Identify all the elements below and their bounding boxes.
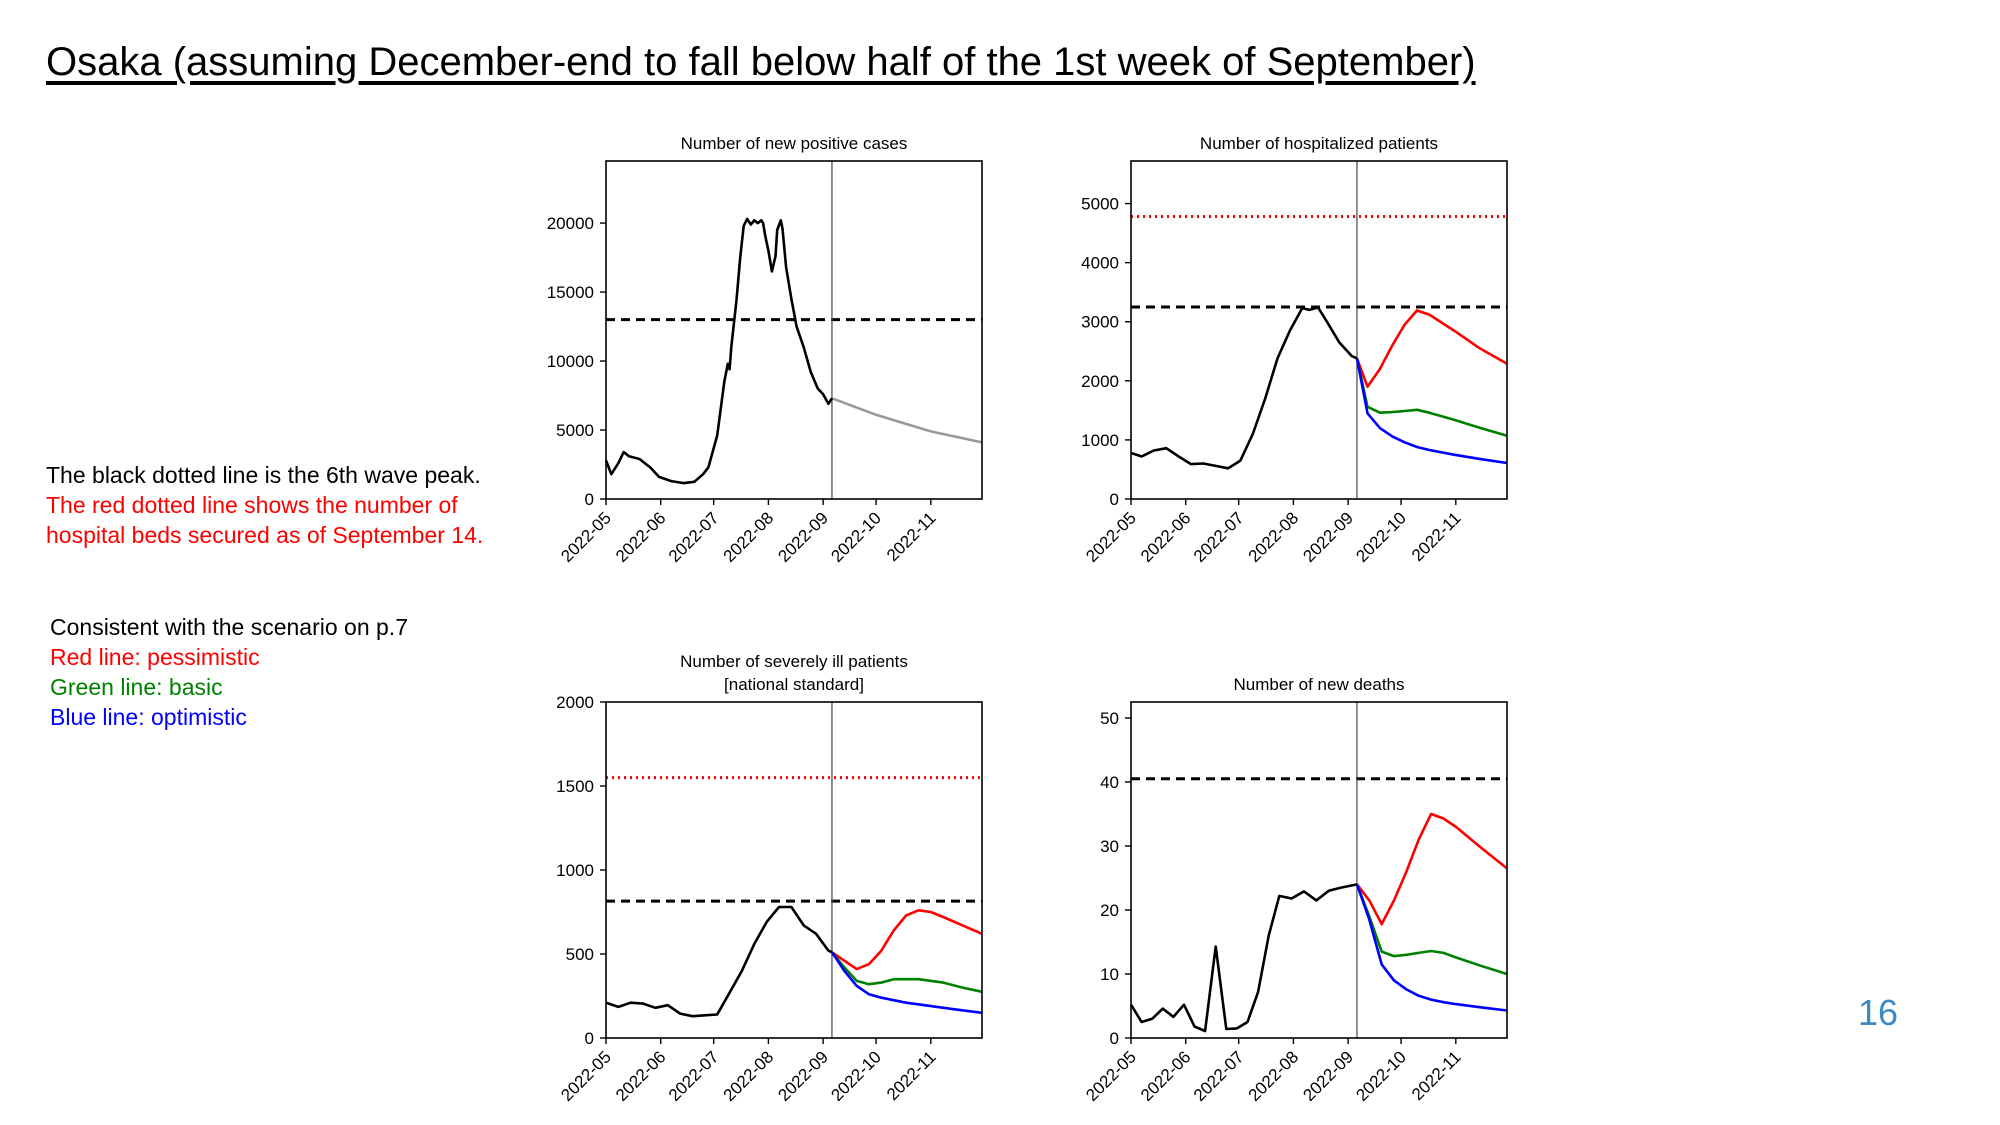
y-tick-label: 50 bbox=[1100, 709, 1119, 728]
chart-title: Number of new deaths bbox=[1233, 675, 1404, 694]
y-tick-label: 0 bbox=[585, 1029, 594, 1048]
optimistic-line bbox=[830, 951, 983, 1015]
plot-frame bbox=[1130, 701, 1508, 1039]
y-tick-label: 1500 bbox=[556, 777, 594, 796]
y-tick-label: 0 bbox=[1110, 1029, 1119, 1048]
y-tick-label: 20000 bbox=[547, 214, 594, 233]
y-tick-label: 2000 bbox=[556, 693, 594, 712]
x-tick-label: 2022-06 bbox=[612, 508, 670, 566]
plot-frame bbox=[605, 160, 983, 500]
y-tick-label: 10 bbox=[1100, 965, 1119, 984]
x-tick-label: 2022-07 bbox=[1190, 1047, 1248, 1105]
actual-line bbox=[1129, 883, 1358, 1033]
x-tick-label: 2022-07 bbox=[665, 1047, 723, 1105]
plot-frame bbox=[1130, 160, 1508, 500]
optimistic-line bbox=[1355, 358, 1508, 465]
chart-title-line: Number of severely ill patients bbox=[680, 652, 908, 671]
x-tick-label: 2022-10 bbox=[827, 1047, 885, 1105]
projection-line bbox=[831, 397, 983, 444]
x-tick-label: 2022-08 bbox=[1245, 508, 1303, 566]
note-line: The red dotted line shows the number of bbox=[46, 492, 458, 518]
y-tick-label: 30 bbox=[1100, 837, 1119, 856]
x-tick-label: 2022-08 bbox=[720, 1047, 778, 1105]
x-tick-label: 2022-05 bbox=[557, 1047, 615, 1105]
plot-frame bbox=[605, 701, 983, 1039]
y-tick-label: 40 bbox=[1100, 773, 1119, 792]
y-tick-label: 1000 bbox=[1081, 431, 1119, 450]
x-tick-label: 2022-08 bbox=[720, 508, 778, 566]
page-number: 16 bbox=[1858, 992, 1899, 1033]
x-tick-label: 2022-06 bbox=[612, 1047, 670, 1105]
x-tick-label: 2022-09 bbox=[1299, 508, 1357, 566]
x-tick-label: 2022-11 bbox=[883, 1047, 940, 1104]
chart-title-line: Number of new deaths bbox=[1233, 675, 1404, 694]
chart-title-line: Number of hospitalized patients bbox=[1200, 134, 1438, 153]
y-tick-label: 0 bbox=[585, 490, 594, 509]
chart-title-line: Number of new positive cases bbox=[681, 134, 908, 153]
x-tick-label: 2022-05 bbox=[1082, 1047, 1140, 1105]
x-tick-label: 2022-09 bbox=[774, 1047, 832, 1105]
y-tick-label: 1000 bbox=[556, 861, 594, 880]
y-tick-label: 5000 bbox=[556, 421, 594, 440]
y-tick-label: 500 bbox=[566, 945, 594, 964]
x-tick-label: 2022-06 bbox=[1137, 1047, 1195, 1105]
actual-line bbox=[1130, 306, 1358, 470]
chart-title: Number of hospitalized patients bbox=[1200, 134, 1438, 153]
pessimistic-line bbox=[1355, 812, 1508, 926]
x-tick-label: 2022-11 bbox=[1408, 1047, 1465, 1104]
x-tick-label: 2022-11 bbox=[883, 508, 940, 565]
basic-line bbox=[1355, 883, 1508, 976]
y-tick-label: 5000 bbox=[1081, 195, 1119, 214]
x-tick-label: 2022-09 bbox=[1299, 1047, 1357, 1105]
y-tick-label: 2000 bbox=[1081, 372, 1119, 391]
x-tick-label: 2022-07 bbox=[665, 508, 723, 566]
x-tick-label: 2022-06 bbox=[1137, 508, 1195, 566]
actual-line bbox=[604, 217, 834, 485]
legend-item-pessimistic: Red line: pessimistic bbox=[50, 644, 260, 670]
legend-item-optimistic: Blue line: optimistic bbox=[50, 704, 247, 730]
basic-line bbox=[1355, 358, 1508, 438]
x-tick-label: 2022-05 bbox=[1082, 508, 1140, 566]
new-deaths-chart: Number of new deaths010203040502022-0520… bbox=[1082, 675, 1508, 1105]
y-tick-label: 0 bbox=[1110, 490, 1119, 509]
x-tick-label: 2022-09 bbox=[774, 508, 832, 566]
note-line: The black dotted line is the 6th wave pe… bbox=[46, 462, 481, 488]
hospitalized-patients-chart: Number of hospitalized patients 0 1000 2000… bbox=[1081, 134, 1508, 566]
chart-title: Number of new positive cases bbox=[681, 134, 908, 153]
slide-title: Osaka (assuming December-end to fall bel… bbox=[46, 40, 1476, 84]
actual-line bbox=[605, 905, 833, 1018]
x-tick-label: 2022-08 bbox=[1245, 1047, 1303, 1105]
chart-title: Number of severely ill patients [national… bbox=[680, 652, 908, 694]
x-tick-label: 2022-10 bbox=[1352, 508, 1410, 566]
basic-line bbox=[830, 951, 983, 994]
legend-heading: Consistent with the scenario on p.7 bbox=[50, 614, 408, 640]
severely-ill-patients-chart: Number of severely ill patients [national… bbox=[556, 652, 983, 1105]
optimistic-line bbox=[1355, 883, 1508, 1012]
x-tick-label: 2022-11 bbox=[1408, 508, 1465, 565]
scenario-legend: Consistent with the scenario on p.7 Red … bbox=[50, 612, 408, 732]
pessimistic-line bbox=[1355, 309, 1508, 389]
legend-item-basic: Green line: basic bbox=[50, 674, 223, 700]
x-tick-label: 2022-10 bbox=[827, 508, 885, 566]
pessimistic-line bbox=[831, 908, 983, 971]
new-positive-cases-chart: Number of new positive cases 0 5000 10000 15… bbox=[547, 134, 983, 566]
x-tick-label: 2022-05 bbox=[557, 508, 615, 566]
y-tick-label: 3000 bbox=[1081, 313, 1119, 332]
y-tick-label: 20 bbox=[1100, 901, 1119, 920]
y-tick-label: 15000 bbox=[547, 283, 594, 302]
y-tick-label: 10000 bbox=[547, 352, 594, 371]
x-tick-label: 2022-07 bbox=[1190, 508, 1248, 566]
chart-title-line: [national standard] bbox=[724, 675, 864, 694]
reference-lines-note: The black dotted line is the 6th wave pe… bbox=[46, 460, 483, 550]
x-tick-label: 2022-10 bbox=[1352, 1047, 1410, 1105]
note-line: hospital beds secured as of September 14… bbox=[46, 522, 484, 548]
y-tick-label: 4000 bbox=[1081, 254, 1119, 273]
